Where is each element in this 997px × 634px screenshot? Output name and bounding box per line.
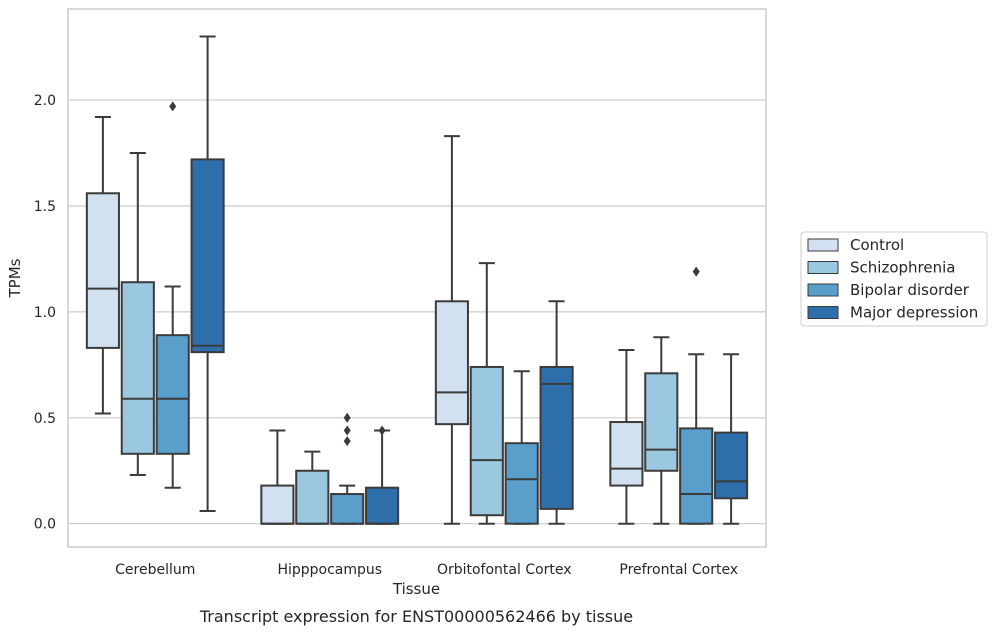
box-body xyxy=(644,372,679,472)
box-body xyxy=(85,192,120,349)
legend-label: Schizophrenia xyxy=(850,259,955,277)
box-1-0 xyxy=(120,152,155,476)
box-plot-marks xyxy=(85,35,749,525)
y-tick-label: 2.0 xyxy=(34,93,56,109)
plot-frame xyxy=(67,8,767,548)
box-body xyxy=(190,158,225,354)
box-3-2 xyxy=(539,300,574,525)
outlier-point xyxy=(169,101,177,112)
box-0-0 xyxy=(85,116,120,415)
legend-swatch xyxy=(807,238,839,252)
chart-caption: Transcript expression for ENST0000056246… xyxy=(199,607,633,626)
x-axis-title: Tissue xyxy=(392,580,440,598)
box-body xyxy=(679,427,714,525)
box-body xyxy=(434,300,469,426)
outlier-point xyxy=(343,412,351,423)
legend: Control Schizophrenia Bipolar disorder Majo… xyxy=(800,231,988,327)
box-body xyxy=(295,469,330,525)
y-tick-label: 0.0 xyxy=(34,517,56,533)
box-0-1 xyxy=(260,429,295,525)
box-1-3 xyxy=(644,336,679,525)
box-3-1 xyxy=(365,425,400,525)
outlier-point xyxy=(343,425,351,436)
legend-swatch xyxy=(807,261,839,274)
box-body xyxy=(609,421,644,487)
x-tick-label: Cerebellum xyxy=(115,562,195,578)
outlier-point xyxy=(343,436,351,447)
box-body xyxy=(469,365,504,517)
box-body xyxy=(330,493,365,525)
y-tick-label: 1.0 xyxy=(34,305,56,321)
x-tick-label: Prefrontal Cortex xyxy=(619,562,738,578)
legend-label: Bipolar disorder xyxy=(850,281,970,299)
legend-swatch xyxy=(807,283,839,297)
x-tick-labels: Cerebellum Hipppocampus Orbitofontal Corte… xyxy=(115,562,738,578)
legend-label: Major depression xyxy=(850,304,978,322)
x-tick-label: Hipppocampus xyxy=(277,562,382,578)
box-body xyxy=(365,486,400,525)
x-tick-label: Orbitofontal Cortex xyxy=(437,562,572,578)
box-3-3 xyxy=(714,353,749,525)
box-1-2 xyxy=(469,262,504,525)
legend-frame xyxy=(800,231,988,327)
box-2-3 xyxy=(679,266,714,525)
box-3-0 xyxy=(190,35,225,512)
outlier-point xyxy=(378,425,386,436)
y-axis-title: TPMs xyxy=(6,258,24,298)
box-2-1 xyxy=(330,412,365,525)
box-2-2 xyxy=(504,370,539,525)
y-tick-label: 0.5 xyxy=(34,411,56,427)
box-0-3 xyxy=(609,349,644,525)
y-tick-labels: 0.0 0.5 1.0 1.5 2.0 xyxy=(34,93,56,533)
box-2-0 xyxy=(155,101,190,489)
box-0-2 xyxy=(434,135,469,525)
box-body xyxy=(260,484,295,525)
box-body xyxy=(714,431,749,500)
box-body xyxy=(504,442,539,525)
legend-swatch xyxy=(807,306,839,319)
y-tick-label: 1.5 xyxy=(34,199,56,215)
legend-label: Control xyxy=(850,236,904,254)
box-body xyxy=(539,365,574,510)
box-1-1 xyxy=(295,450,330,525)
box-body xyxy=(155,334,190,455)
outlier-point xyxy=(692,266,700,277)
box-body xyxy=(120,281,155,455)
